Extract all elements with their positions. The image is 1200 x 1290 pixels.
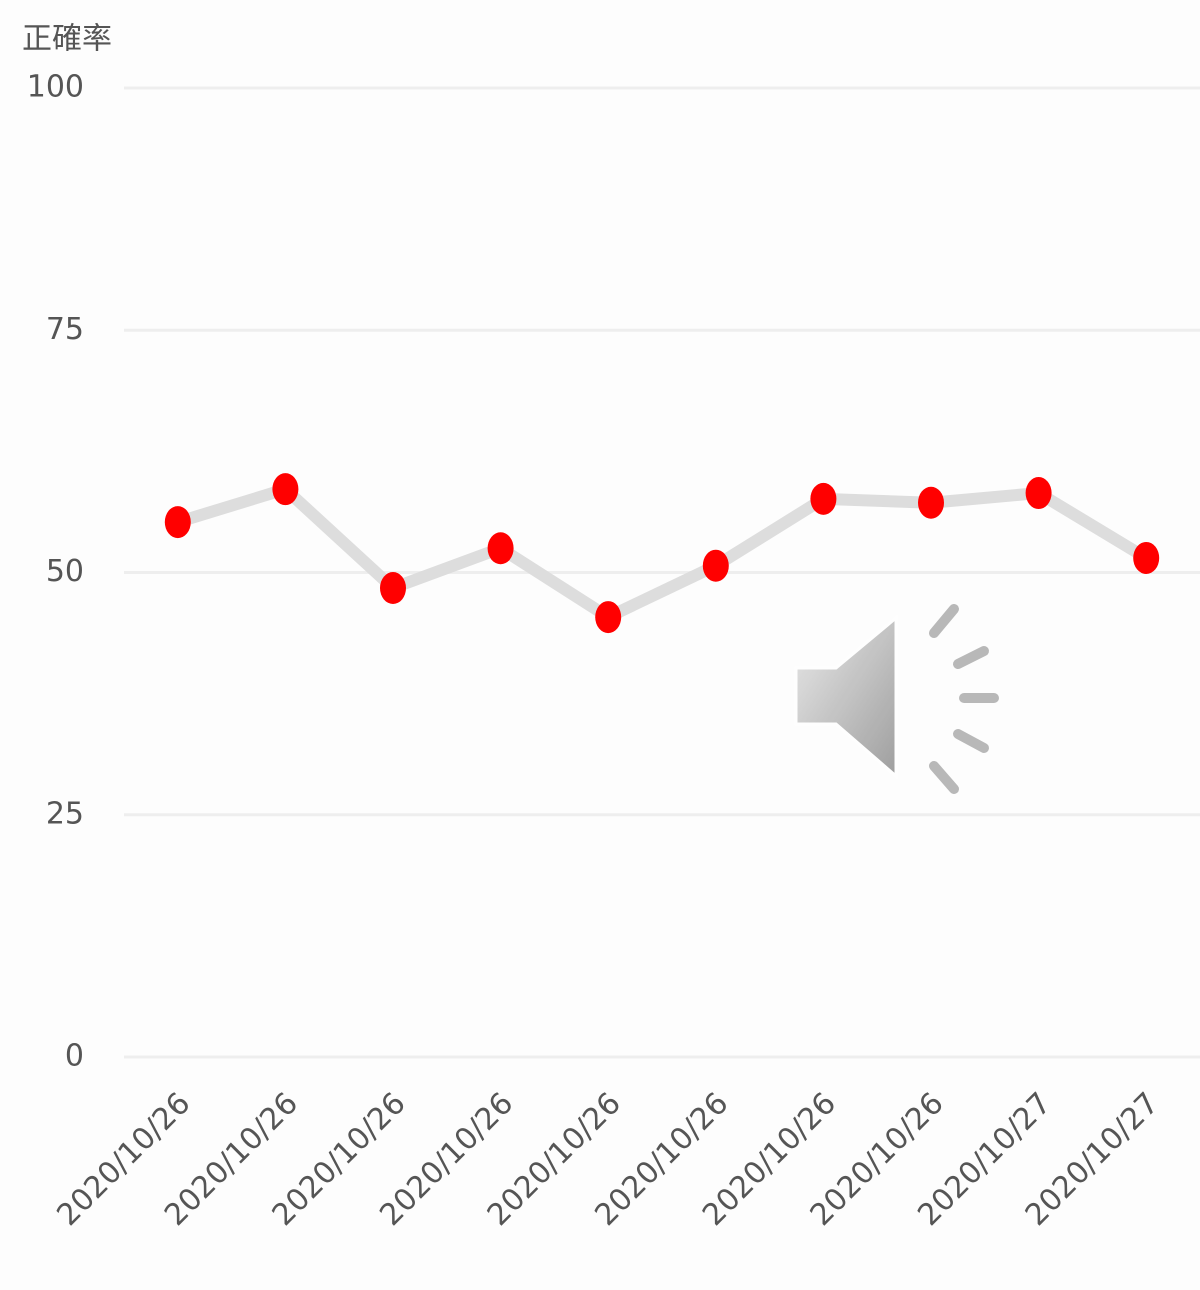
y-axis-label: 正確率 xyxy=(22,22,112,57)
marker xyxy=(918,486,944,519)
marker xyxy=(1025,477,1052,510)
marker xyxy=(380,572,406,605)
y-tick-label: 0 xyxy=(65,1039,84,1074)
marker xyxy=(1133,541,1160,574)
marker xyxy=(810,482,837,515)
y-tick-label: 100 xyxy=(27,70,84,105)
speaker-icon xyxy=(794,604,999,794)
y-tick-label: 75 xyxy=(46,312,84,347)
y-tick-label: 50 xyxy=(46,554,84,589)
marker xyxy=(595,601,622,634)
marker xyxy=(702,549,729,582)
y-tick-label: 25 xyxy=(46,796,84,831)
marker xyxy=(164,506,191,539)
marker xyxy=(487,532,514,565)
line xyxy=(176,483,1150,624)
plot: 02550751002020/10/262020/10/262020/10/26… xyxy=(27,70,1200,1233)
marker xyxy=(272,473,299,506)
